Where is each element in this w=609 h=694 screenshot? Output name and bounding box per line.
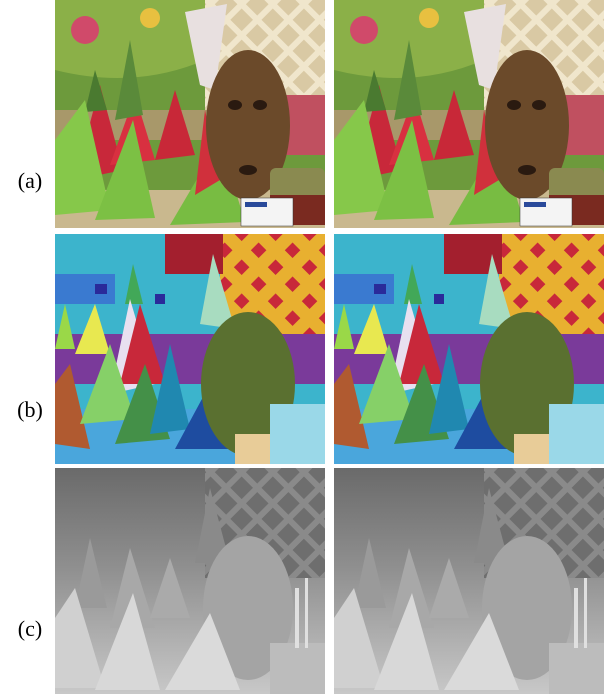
image-left: [55, 0, 325, 228]
image-right: [334, 0, 604, 228]
depth-left: [55, 468, 325, 694]
row-label: (a): [18, 168, 42, 193]
row-label: (c): [18, 616, 42, 641]
row-label: (b): [17, 397, 43, 422]
segmentation-right: [334, 234, 604, 464]
depth-right: [334, 468, 604, 694]
segmentation-left: [55, 234, 325, 464]
